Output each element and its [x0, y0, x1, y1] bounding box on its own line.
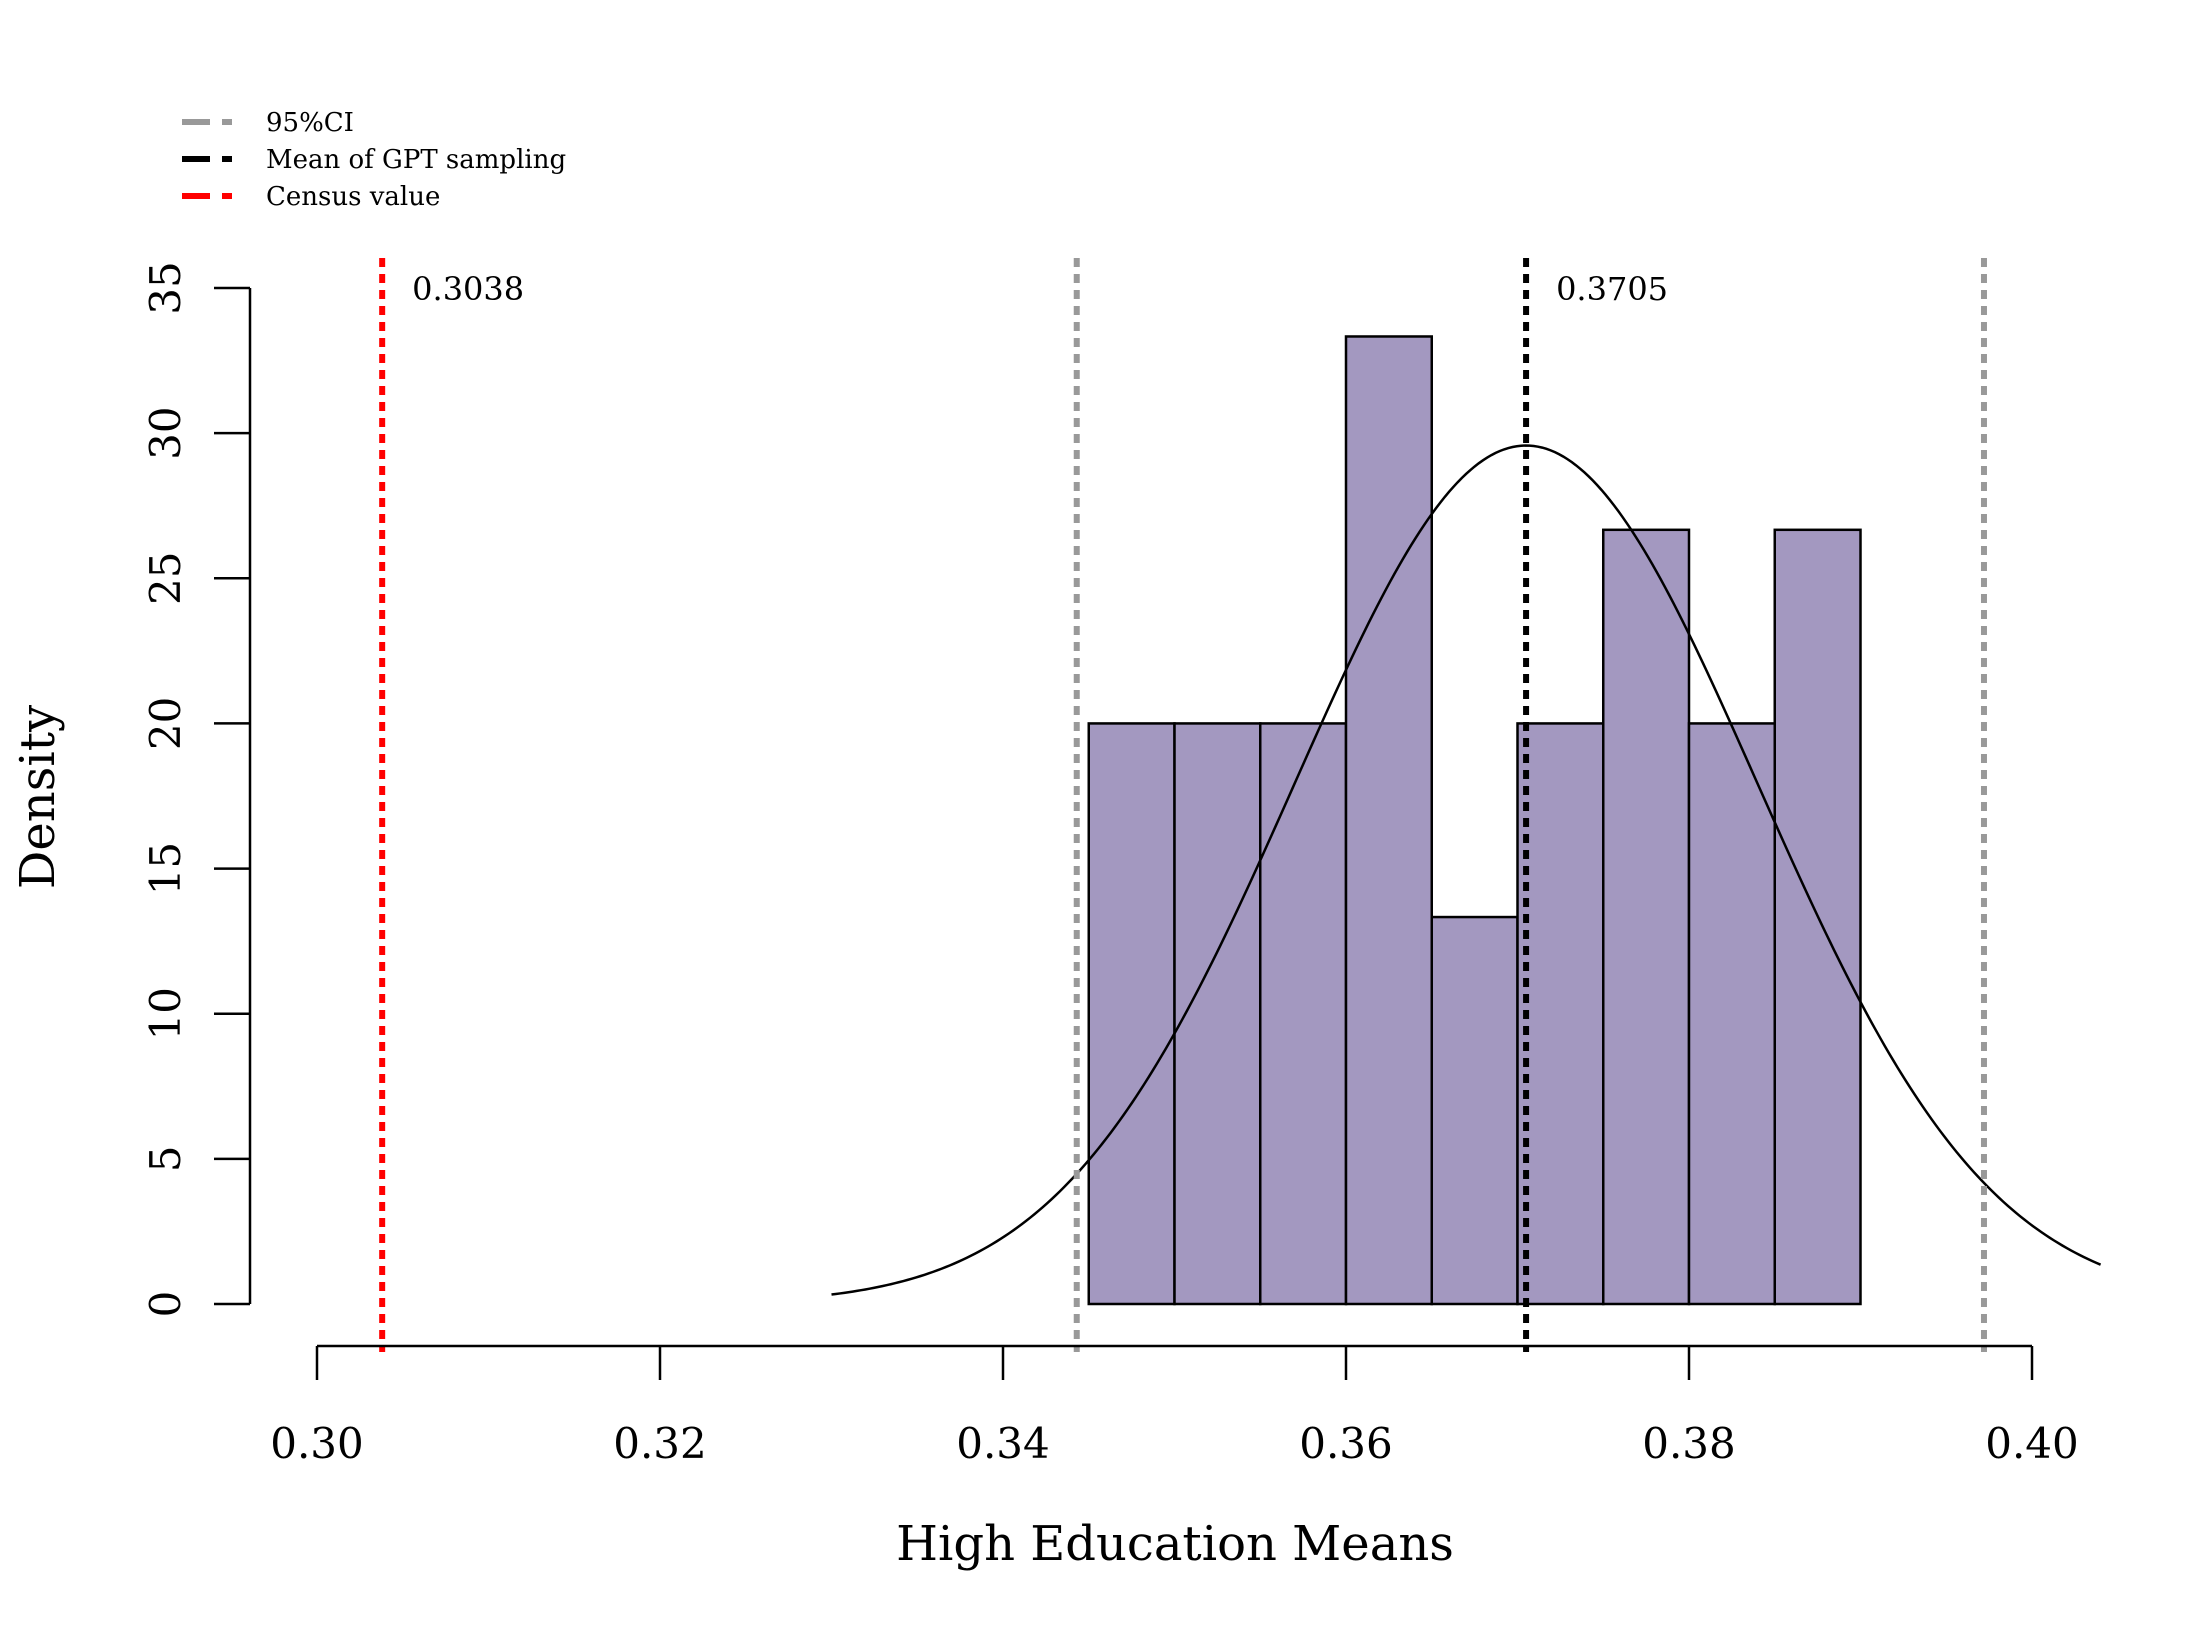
histogram-bars [1087, 335, 1862, 1306]
histogram-bar [1687, 722, 1776, 1306]
y-tick-label: 10 [141, 987, 190, 1040]
x-tick-label: 0.38 [1642, 1419, 1736, 1468]
y-tick-label: 30 [141, 406, 190, 459]
x-tick-label: 0.36 [1299, 1419, 1393, 1468]
y-tick-label: 15 [141, 842, 190, 895]
reference-lines: 0.3705 0.3038 [379, 258, 1987, 1352]
x-tick-label: 0.40 [1985, 1419, 2079, 1468]
y-axis-title: Density [10, 705, 66, 889]
legend-label: Mean of GPT sampling [266, 145, 566, 175]
x-tick-label: 0.30 [270, 1419, 364, 1468]
reference-line-label: 0.3705 [1556, 270, 1668, 308]
histogram-bar [1344, 335, 1433, 1306]
legend-label: Census value [266, 182, 440, 212]
histogram-bar [1087, 722, 1176, 1306]
histogram-bar [1259, 722, 1348, 1306]
y-tick-label: 25 [141, 552, 190, 605]
x-tick-label: 0.34 [956, 1419, 1050, 1468]
y-tick-label: 20 [141, 697, 190, 750]
x-tick-label: 0.32 [613, 1419, 707, 1468]
reference-line-label: 0.3038 [412, 270, 524, 308]
legend: 95%CI Mean of GPT sampling Census value [182, 108, 566, 212]
histogram-bar [1430, 915, 1519, 1306]
y-tick-label: 5 [141, 1145, 190, 1172]
histogram-bar [1516, 722, 1605, 1306]
y-tick-label: 35 [141, 261, 190, 314]
y-axis: 0 5 10 15 20 25 30 35 [141, 261, 252, 1318]
legend-label: 95%CI [266, 108, 354, 138]
normal-curve-layer [831, 444, 2102, 1296]
y-tick-label: 0 [141, 1291, 190, 1318]
x-axis-title: High Education Means [896, 1516, 1454, 1572]
histogram-bar [1602, 528, 1691, 1306]
x-axis: 0.30 0.32 0.34 0.36 0.38 0.40 [270, 1344, 2079, 1468]
normal-curve [831, 444, 2102, 1296]
histogram-bar [1173, 722, 1262, 1306]
